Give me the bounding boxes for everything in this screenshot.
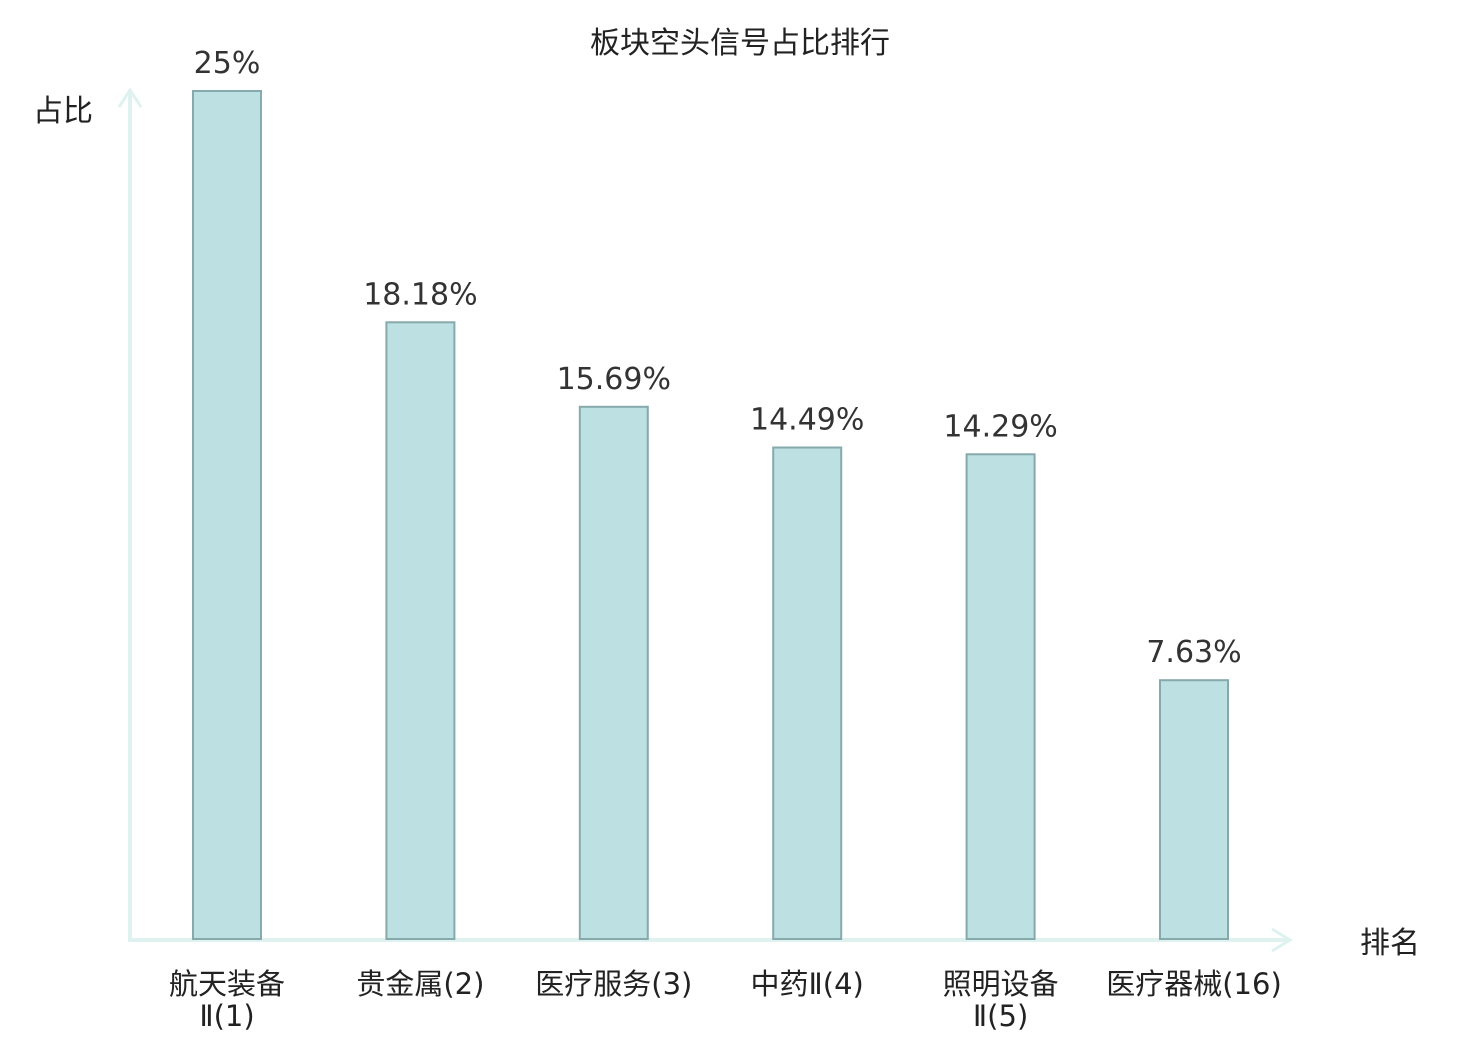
bar-3 <box>578 405 649 940</box>
value-labels-group: 25% 18.18% 15.69% 14.49% 14.29% 7.63% <box>194 46 1242 670</box>
bar-5 <box>965 453 1036 940</box>
bar-2 <box>385 321 456 940</box>
bars-group <box>192 90 1229 940</box>
x-tick-labels-group: 航天装备 Ⅱ(1) 贵金属(2) 医疗服务(3) 中药Ⅱ(4) 照明设备 Ⅱ(5) 医疗器械(… <box>169 967 1282 1033</box>
chart-title: 板块空头信号占比排行 <box>590 26 890 61</box>
value-label-6: 7.63% <box>1146 635 1241 670</box>
value-label-2: 18.18% <box>363 277 477 312</box>
x-tick-label-2: 贵金属(2) <box>356 967 484 1001</box>
value-label-5: 14.29% <box>943 409 1057 444</box>
value-label-4: 14.49% <box>750 403 864 438</box>
x-tick-label-1: 航天装备 Ⅱ(1) <box>169 967 285 1033</box>
x-axis <box>128 927 1293 953</box>
value-label-3: 15.69% <box>557 362 671 397</box>
x-tick-label-6: 医疗器械(16) <box>1106 967 1282 1001</box>
y-axis-label: 占比 <box>33 94 93 129</box>
x-axis-label: 排名 <box>1360 926 1420 961</box>
value-label-1: 25% <box>194 46 261 81</box>
bar-1 <box>192 90 262 940</box>
x-tick-label-5: 照明设备 Ⅱ(5) <box>943 967 1059 1033</box>
x-tick-label-3: 医疗服务(3) <box>535 967 692 1001</box>
bar-4 <box>772 446 843 940</box>
x-tick-label-4: 中药Ⅱ(4) <box>751 967 864 1001</box>
bar-6 <box>1159 679 1229 940</box>
y-axis <box>117 87 143 940</box>
